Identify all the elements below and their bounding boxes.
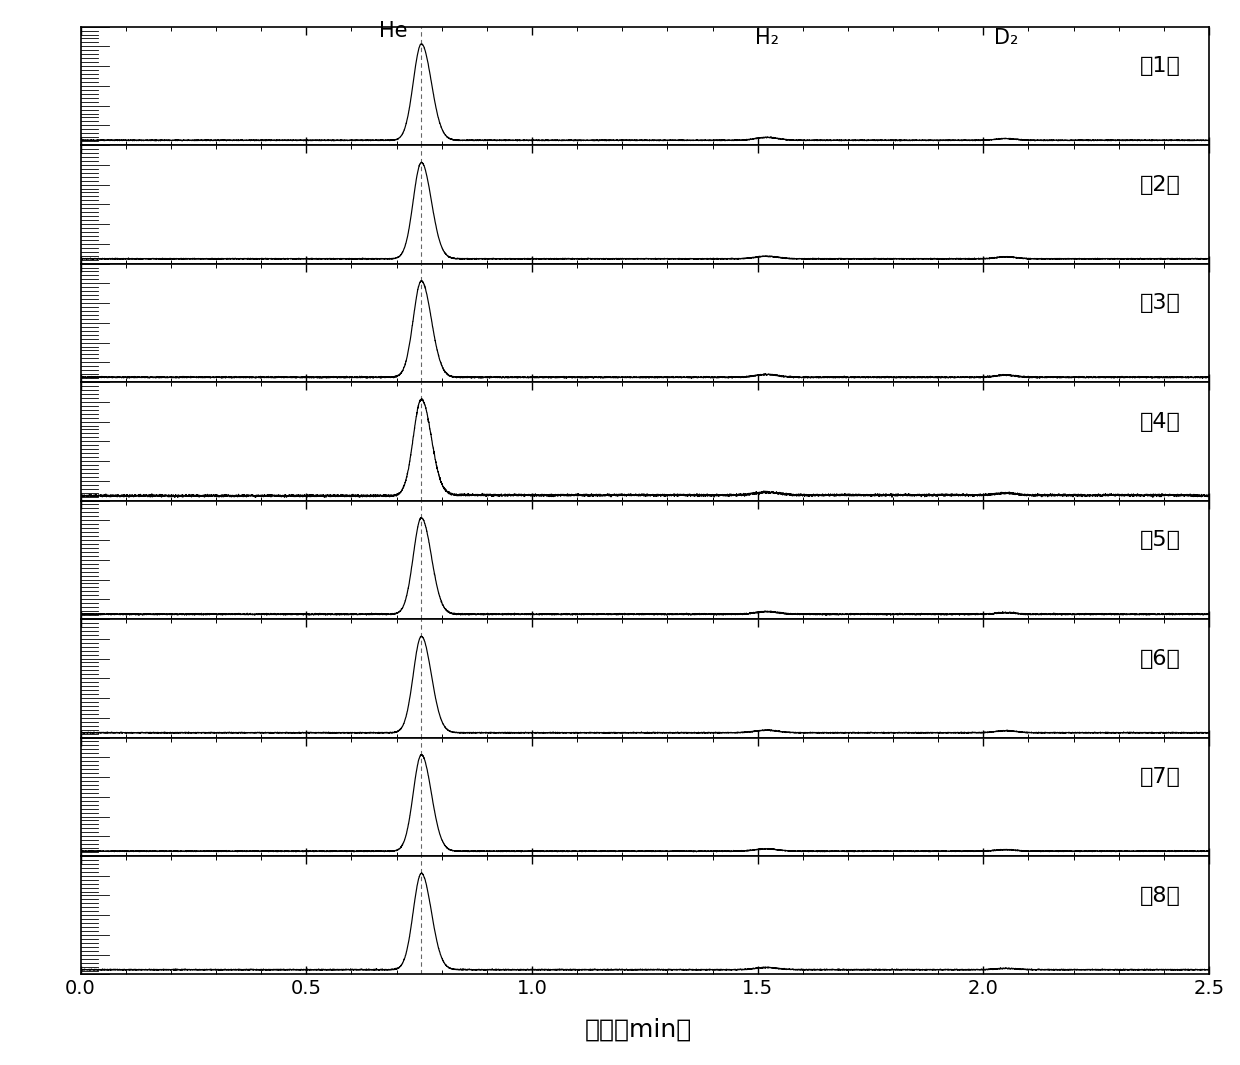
Text: 第2次: 第2次 — [1140, 175, 1180, 195]
Text: 第3次: 第3次 — [1140, 293, 1180, 313]
Text: 第6次: 第6次 — [1140, 649, 1180, 669]
Text: H₂: H₂ — [755, 28, 779, 48]
Text: 第1次: 第1次 — [1140, 56, 1180, 77]
Text: 第4次: 第4次 — [1140, 412, 1180, 431]
Text: 时间（min）: 时间（min） — [585, 1017, 692, 1042]
Text: 第5次: 第5次 — [1140, 530, 1180, 551]
Text: 第7次: 第7次 — [1140, 767, 1180, 787]
Text: He: He — [379, 21, 408, 40]
Text: D₂: D₂ — [993, 28, 1018, 48]
Text: 第8次: 第8次 — [1140, 886, 1180, 905]
